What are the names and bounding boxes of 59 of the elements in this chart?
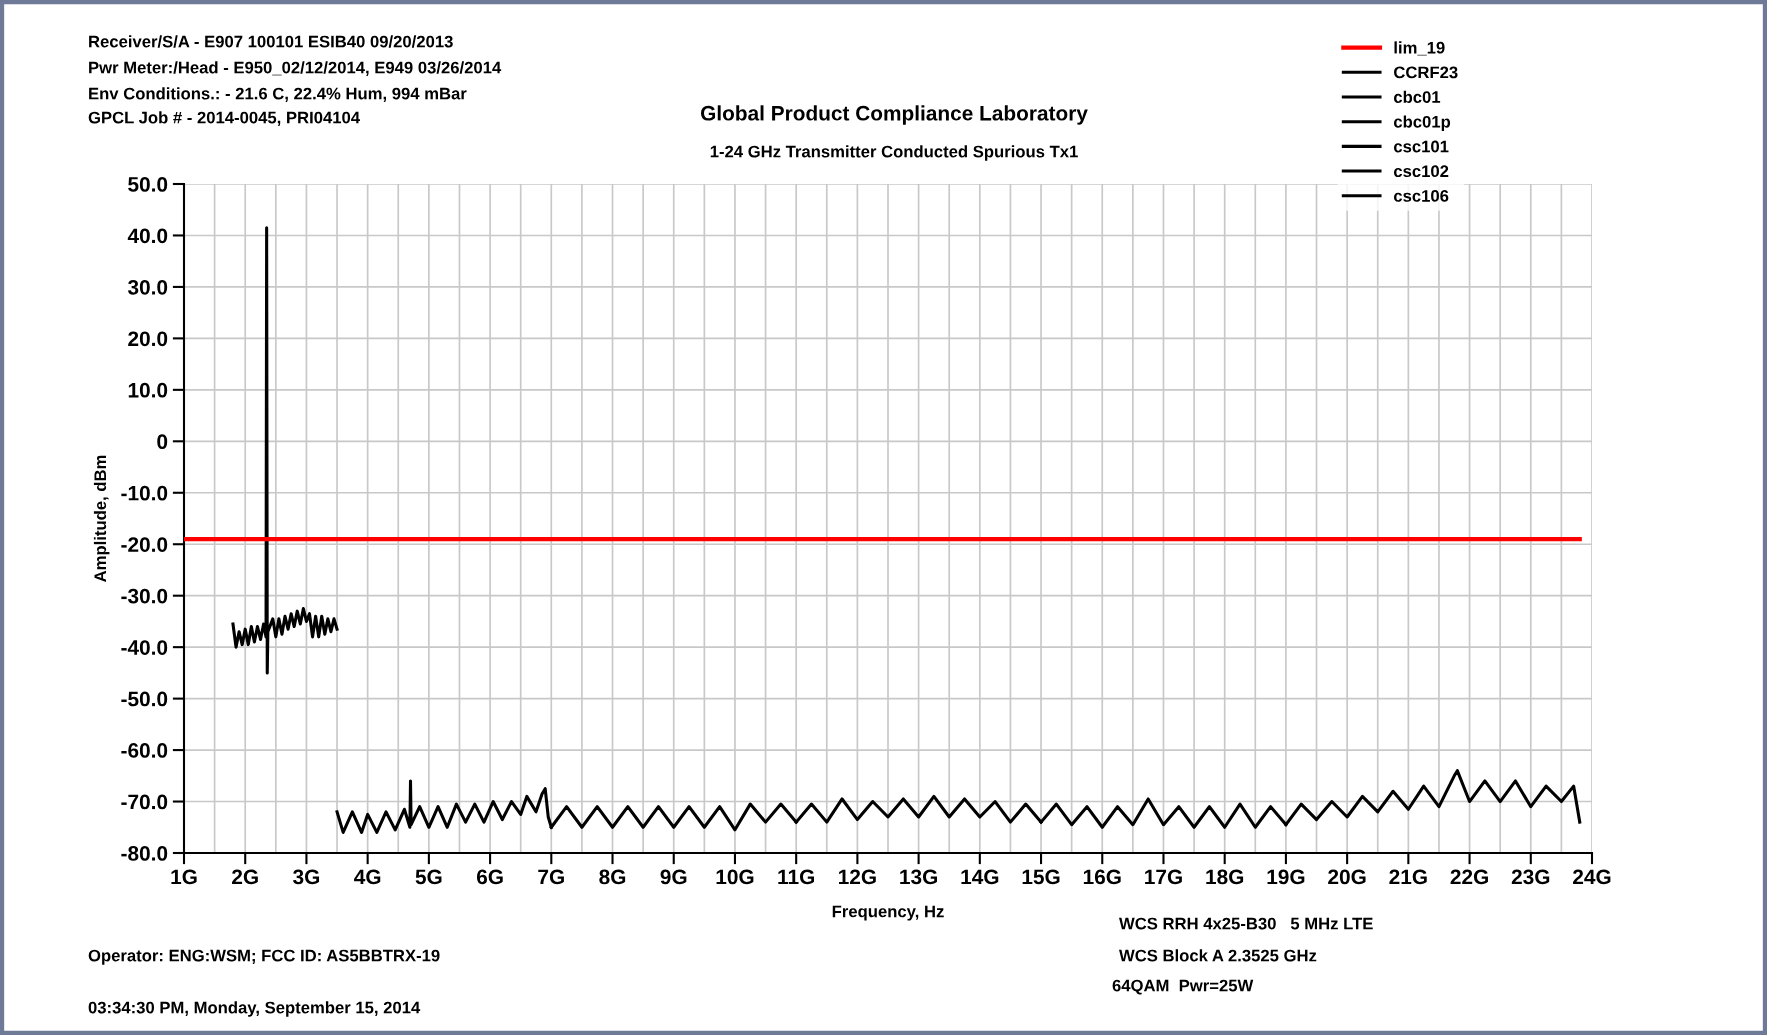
y-tick-label: -10.0 xyxy=(121,485,168,501)
legend-label: cbc01 xyxy=(1393,90,1441,103)
x-tick-label: 5G xyxy=(415,869,442,885)
y-tick-label: -30.0 xyxy=(121,588,168,604)
x-tick-label: 15G xyxy=(1022,869,1060,885)
x-tick-label: 1G xyxy=(171,869,197,885)
x-tick-label: 10G xyxy=(716,869,754,885)
text: Receiver/S/A - E907 100101 ESIB40 09/20/2013 xyxy=(89,35,453,48)
y-tick-label: -60.0 xyxy=(121,743,168,758)
x-tick-label: 14G xyxy=(961,869,999,885)
chart-subtitle: 1-24 GHz Transmitter Conducted Spurious Tx1 xyxy=(710,145,1078,161)
x-axis-title: Frequency, Hz xyxy=(832,905,944,921)
text: 64QAM Pwr=25W xyxy=(1112,979,1254,995)
x-tick-label: 7G xyxy=(538,869,564,885)
text: Pwr Meter:/Head - E950_02/12/2014, E949 03/26/2014 xyxy=(89,61,502,76)
y-tick-label: 20.0 xyxy=(128,331,168,347)
x-tick-label: 18G xyxy=(1206,869,1244,885)
x-tick-label: 11G xyxy=(778,869,814,885)
legend-label: csc102 xyxy=(1393,165,1449,178)
x-tick-label: 16G xyxy=(1083,869,1121,885)
text: 03:34:30 PM, Monday, September 15, 2014 xyxy=(88,1001,421,1017)
y-tick-label: -20.0 xyxy=(121,537,168,552)
y-tick-label: 10.0 xyxy=(128,382,168,398)
y-axis-title: Amplitude, dBm xyxy=(93,455,110,582)
chart-title: Global Product Compliance Laboratory xyxy=(700,105,1088,125)
x-tick-label: 6G xyxy=(476,869,503,885)
legend-label: CCRF23 xyxy=(1394,66,1458,79)
text: WCS RRH 4x25-B30 5 MHz LTE xyxy=(1119,917,1373,930)
x-tick-label: 9G xyxy=(660,869,687,885)
y-tick-label: -80.0 xyxy=(121,846,168,861)
x-tick-label: 21G xyxy=(1389,869,1427,885)
legend-label: csc106 xyxy=(1393,189,1449,202)
text: Env Conditions.: - 21.6 C, 22.4% Hum, 994 mBar xyxy=(89,87,467,102)
x-tick-label: 23G xyxy=(1511,869,1550,885)
x-tick-label: 2G xyxy=(232,869,258,885)
legend-label: lim_19 xyxy=(1394,41,1445,56)
y-tick-label: 0 xyxy=(157,434,168,450)
text: WCS Block A 2.3525 GHz xyxy=(1119,949,1317,962)
x-tick-label: 13G xyxy=(900,869,938,885)
y-tick-label: -70.0 xyxy=(121,794,168,810)
line-series xyxy=(231,226,339,675)
y-tick-label: -40.0 xyxy=(121,640,168,655)
text: Operator: ENG:WSM; FCC ID: AS5BBTRX-19 xyxy=(88,949,440,965)
y-tick-label: 50.0 xyxy=(128,177,168,192)
legend-label: csc101 xyxy=(1393,140,1449,153)
x-tick-label: 22G xyxy=(1450,869,1488,885)
x-tick-label: 24G xyxy=(1573,869,1611,885)
x-tick-label: 12G xyxy=(839,869,876,885)
x-tick-label: 4G xyxy=(354,869,381,885)
x-tick-label: 3G xyxy=(293,869,320,885)
x-tick-label: 19G xyxy=(1267,869,1305,885)
legend-label: cbc01p xyxy=(1393,115,1451,131)
x-tick-label: 17G xyxy=(1145,869,1182,885)
x-tick-label: 20G xyxy=(1328,869,1366,885)
y-tick-label: 40.0 xyxy=(127,228,168,244)
text: GPCL Job # - 2014-0045, PRI04104 xyxy=(88,111,360,126)
y-tick-label: 30.0 xyxy=(127,279,168,295)
x-tick-label: 8G xyxy=(599,869,626,885)
y-tick-label: -50.0 xyxy=(121,691,168,707)
